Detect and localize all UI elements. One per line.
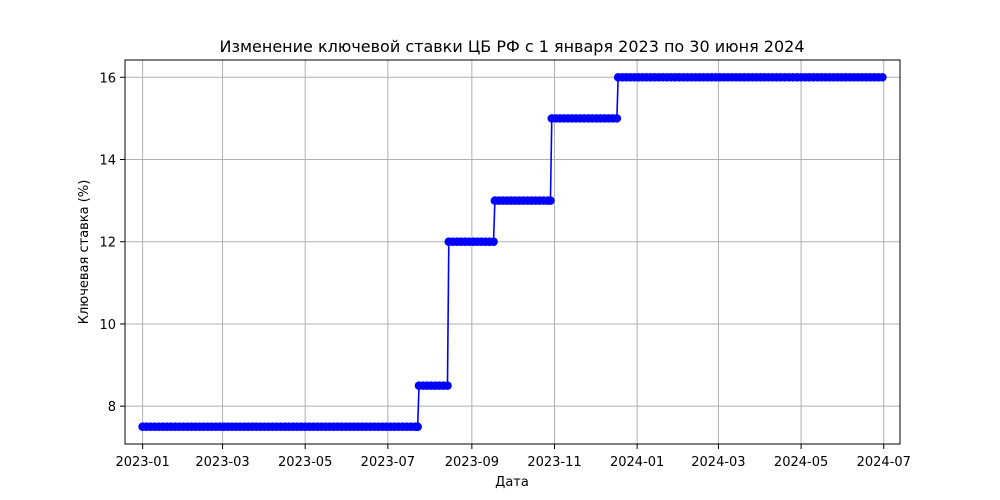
x-tick-label: 2024-05 — [774, 455, 828, 470]
y-axis-label: Ключевая ставка (%) — [77, 180, 92, 325]
data-point — [413, 422, 422, 432]
plot-area-frame — [124, 59, 901, 445]
data-series — [138, 72, 887, 432]
x-tick-label: 2023-05 — [278, 455, 332, 470]
x-tick-label: 2024-07 — [857, 455, 911, 470]
x-axis-label: Дата — [495, 475, 529, 490]
data-point — [878, 72, 887, 82]
x-tick-label: 2023-07 — [361, 455, 415, 470]
y-tick-label: 10 — [99, 318, 116, 333]
chart-title: Изменение ключевой ставки ЦБ РФ с 1 янва… — [219, 37, 804, 56]
data-point — [546, 196, 555, 205]
y-tick-label: 12 — [99, 236, 116, 251]
grid-lines — [125, 60, 900, 444]
x-axis-ticks: 2023-01 2023-03 2023-05 2023-07 2023-09 2023-… — [115, 444, 911, 470]
x-tick-label: 2023-11 — [527, 455, 581, 470]
data-point — [489, 237, 498, 247]
x-tick-label: 2024-03 — [691, 455, 745, 470]
y-tick-label: 16 — [99, 71, 116, 86]
y-tick-label: 14 — [99, 153, 116, 168]
data-point — [612, 114, 622, 123]
x-tick-label: 2023-03 — [195, 455, 249, 470]
data-point — [443, 381, 452, 390]
y-axis-ticks: 8 10 12 14 16 — [99, 71, 125, 415]
x-tick-label: 2023-09 — [445, 455, 499, 470]
x-tick-label: 2024-01 — [610, 455, 664, 470]
y-tick-label: 8 — [108, 400, 116, 415]
x-tick-label: 2023-01 — [115, 455, 169, 470]
